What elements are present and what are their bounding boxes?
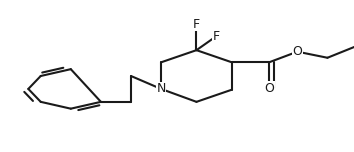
Text: N: N (156, 82, 166, 95)
Text: O: O (264, 82, 274, 95)
Text: O: O (292, 45, 302, 58)
Text: F: F (212, 30, 219, 43)
Text: F: F (193, 18, 200, 31)
